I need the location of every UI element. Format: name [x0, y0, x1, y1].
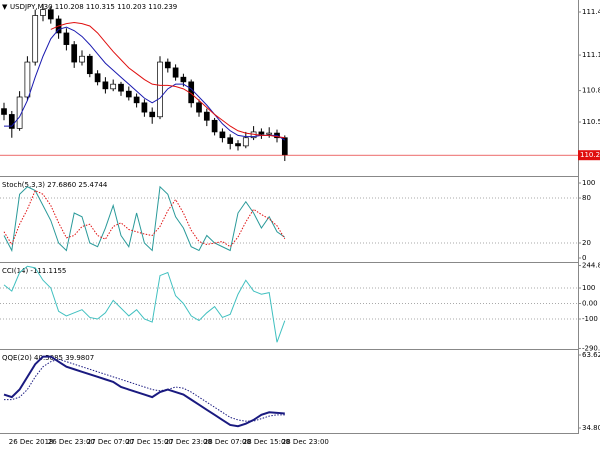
indicator-line [3, 265, 286, 343]
x-tick-label: 27 Dec 15:00 [126, 438, 173, 446]
candle-body [203, 111, 210, 121]
indicator-line [50, 21, 285, 139]
y-tick-label: 0 [582, 254, 586, 262]
current-price-box [578, 150, 600, 161]
candle-body [63, 32, 70, 45]
candle-body [281, 137, 288, 156]
pane-marker: ▼ [2, 3, 8, 11]
y-tick-label: 20 [582, 239, 591, 247]
pane-title: CCI(14) -111.1155 [2, 267, 66, 275]
y-tick-label: 244.8653 [582, 262, 600, 270]
y-tick-label: 63.6283 [582, 351, 600, 359]
candle-body [86, 55, 93, 75]
x-tick-label: 26 Dec 23:00 [48, 438, 95, 446]
candle-body [40, 9, 46, 16]
current-price-label: 110.250 [580, 151, 600, 159]
x-tick-label: 28 Dec 07:00 [204, 438, 251, 446]
pane-title: Stoch(5,3,3) 27.6860 25.4744 [2, 181, 108, 189]
y-tick-label: -100 [582, 315, 598, 323]
y-tick-label: 0.00 [582, 300, 598, 308]
candle-body [266, 132, 273, 135]
candle-body [227, 137, 234, 144]
x-tick-label: 27 Dec 07:00 [87, 438, 134, 446]
candle-body [242, 137, 249, 147]
pane-borders [0, 0, 579, 434]
candle-body [8, 114, 15, 129]
y-tick-label: 110.805 [582, 87, 600, 95]
candle-body [118, 83, 124, 92]
pane-title: USDJPY,M30 110.208 110.315 110.203 110.2… [10, 3, 177, 11]
y-tick-label: 34.8022 [582, 424, 600, 432]
y-tick-label: 100 [582, 179, 595, 187]
y-tick-label: 111.480 [582, 8, 600, 16]
x-tick-label: 28 Dec 23:00 [282, 438, 329, 446]
indicator-line [3, 189, 286, 248]
candle-body [219, 131, 226, 139]
pane-title: QQE(20) 40.5085 39.9807 [2, 354, 94, 362]
candle-body [235, 143, 241, 147]
candle-body [32, 15, 39, 63]
candle-body [157, 61, 163, 118]
candle-body [94, 73, 101, 83]
indicator-line [3, 185, 286, 253]
candle-body [172, 67, 179, 78]
candle-body [211, 119, 218, 133]
candle-body [141, 102, 148, 113]
y-tick-label: 80 [582, 194, 591, 202]
indicator-line [4, 358, 285, 422]
candle-body [133, 96, 140, 104]
indicator-line [4, 26, 286, 141]
y-tick-label: 100 [582, 284, 595, 292]
candle-body [71, 44, 78, 63]
x-tick-label: 28 Dec 15:00 [243, 438, 290, 446]
candle-body [110, 83, 117, 90]
x-tick-label: 27 Dec 23:00 [165, 438, 212, 446]
y-tick-label: 111.110 [582, 51, 600, 59]
candle-body [258, 131, 265, 135]
x-tick-label: 26 Dec 2018 [9, 438, 54, 446]
candle-body [47, 9, 54, 20]
candle-body [24, 61, 31, 98]
candle-body [164, 61, 171, 69]
indicator-line [3, 355, 285, 428]
candle-body [1, 108, 7, 115]
y-tick-label: -290.027 [582, 344, 600, 352]
candle-body [125, 90, 132, 98]
candle-body [196, 102, 202, 113]
y-tick-label: 110.535 [582, 118, 600, 126]
candle-body [102, 81, 109, 90]
candle-body [180, 76, 187, 83]
candle-body [149, 111, 156, 118]
candle-body [79, 55, 85, 63]
